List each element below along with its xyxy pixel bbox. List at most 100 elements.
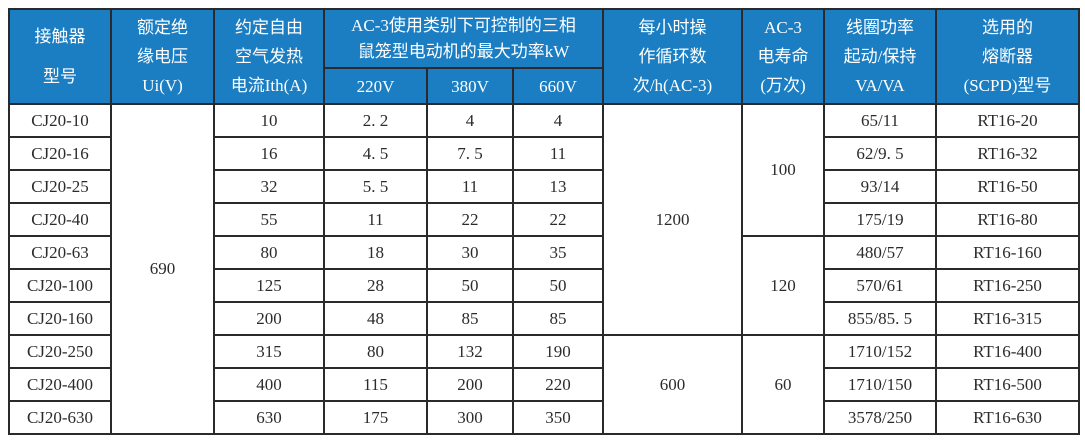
cell-model: CJ20-250 <box>8 334 112 369</box>
header-coil-power: 线圈功率 起动/保持 VA/VA <box>823 8 937 105</box>
cell-model: CJ20-100 <box>8 268 112 303</box>
cell-power-380: 11 <box>426 169 514 204</box>
cell-thermal-current: 125 <box>213 268 325 303</box>
table-row: CJ20-160 200 48 85 85 855/85. 5 RT16-315 <box>8 301 1080 336</box>
cell-model: CJ20-40 <box>8 202 112 237</box>
cell-fuse-type: RT16-400 <box>935 334 1080 369</box>
cell-fuse-type: RT16-500 <box>935 367 1080 402</box>
cell-power-220: 11 <box>323 202 428 237</box>
cell-fuse-type: RT16-20 <box>935 103 1080 138</box>
cell-power-380: 7. 5 <box>426 136 514 171</box>
cell-model: CJ20-400 <box>8 367 112 402</box>
cell-power-660: 350 <box>512 400 604 435</box>
header-ac3-life: AC-3 电寿命 (万次) <box>741 8 825 105</box>
header-fuse-type: 选用的 熔断器 (SCPD)型号 <box>935 8 1080 105</box>
cell-model: CJ20-160 <box>8 301 112 336</box>
cell-ac3-life: 60 <box>741 334 825 435</box>
header-cycles-per-hour: 每小时操 作循环数 次/h(AC-3) <box>602 8 743 105</box>
cell-power-380: 85 <box>426 301 514 336</box>
cell-ac3-life: 100 <box>741 103 825 237</box>
cell-coil-power: 1710/152 <box>823 334 937 369</box>
table-body: CJ20-10 690 10 2. 2 4 4 1200 100 65/11 R… <box>8 103 1080 435</box>
cell-model: CJ20-63 <box>8 235 112 270</box>
cell-power-220: 5. 5 <box>323 169 428 204</box>
header-voltage-660: 660V <box>512 67 604 105</box>
cell-cycles-per-hour: 1200 <box>602 103 743 336</box>
cell-thermal-current: 10 <box>213 103 325 138</box>
table-row: CJ20-40 55 11 22 22 175/19 RT16-80 <box>8 202 1080 237</box>
cell-thermal-current: 630 <box>213 400 325 435</box>
cell-fuse-type: RT16-32 <box>935 136 1080 171</box>
cell-fuse-type: RT16-315 <box>935 301 1080 336</box>
cell-coil-power: 855/85. 5 <box>823 301 937 336</box>
cell-power-660: 11 <box>512 136 604 171</box>
cell-power-660: 35 <box>512 235 604 270</box>
table-row: CJ20-25 32 5. 5 11 13 93/14 RT16-50 <box>8 169 1080 204</box>
header-thermal-current: 约定自由 空气发热 电流Ith(A) <box>213 8 325 105</box>
header-ac3-max-power: AC-3使用类别下可控制的三相 鼠笼型电动机的最大功率kW <box>323 8 604 69</box>
cell-thermal-current: 200 <box>213 301 325 336</box>
cell-thermal-current: 32 <box>213 169 325 204</box>
cell-thermal-current: 315 <box>213 334 325 369</box>
cell-power-660: 220 <box>512 367 604 402</box>
cell-thermal-current: 80 <box>213 235 325 270</box>
cell-rated-insulation-voltage: 690 <box>110 103 215 435</box>
header-contactor-model: 接触器 型号 <box>8 8 112 105</box>
cell-model: CJ20-16 <box>8 136 112 171</box>
cell-power-660: 13 <box>512 169 604 204</box>
cell-power-220: 115 <box>323 367 428 402</box>
table-row: CJ20-10 690 10 2. 2 4 4 1200 100 65/11 R… <box>8 103 1080 435</box>
cell-coil-power: 93/14 <box>823 169 937 204</box>
cell-fuse-type: RT16-250 <box>935 268 1080 303</box>
cell-power-220: 2. 2 <box>323 103 428 138</box>
cell-ac3-life: 120 <box>741 235 825 336</box>
table-row: CJ20-250 315 80 132 190 600 60 1710/152 … <box>8 334 1080 435</box>
cell-power-380: 30 <box>426 235 514 270</box>
cell-thermal-current: 400 <box>213 367 325 402</box>
cell-power-220: 4. 5 <box>323 136 428 171</box>
header-voltage-220: 220V <box>323 67 428 105</box>
table-row: CJ20-16 16 4. 5 7. 5 11 62/9. 5 RT16-32 <box>8 136 1080 171</box>
cell-power-660: 190 <box>512 334 604 369</box>
cell-power-380: 50 <box>426 268 514 303</box>
header-rated-insulation-voltage: 额定绝 缘电压 Ui(V) <box>110 8 215 105</box>
cell-fuse-type: RT16-80 <box>935 202 1080 237</box>
table-row: CJ20-630 630 175 300 350 3578/250 RT16-6… <box>8 400 1080 435</box>
table-row: CJ20-63 80 18 30 35 120 480/57 RT16-160 <box>8 235 1080 336</box>
table-header: 接触器 型号 额定绝 缘电压 Ui(V) 约定自由 空气发热 电流Ith(A) … <box>8 8 1080 105</box>
cell-power-380: 22 <box>426 202 514 237</box>
cell-thermal-current: 16 <box>213 136 325 171</box>
cell-fuse-type: RT16-630 <box>935 400 1080 435</box>
contactor-spec-table: 接触器 型号 额定绝 缘电压 Ui(V) 约定自由 空气发热 电流Ith(A) … <box>8 8 1080 435</box>
cell-power-380: 200 <box>426 367 514 402</box>
cell-power-220: 18 <box>323 235 428 270</box>
cell-coil-power: 3578/250 <box>823 400 937 435</box>
cell-power-660: 85 <box>512 301 604 336</box>
cell-power-220: 48 <box>323 301 428 336</box>
cell-power-380: 300 <box>426 400 514 435</box>
cell-coil-power: 570/61 <box>823 268 937 303</box>
cell-coil-power: 480/57 <box>823 235 937 270</box>
cell-model: CJ20-630 <box>8 400 112 435</box>
cell-coil-power: 62/9. 5 <box>823 136 937 171</box>
cell-coil-power: 1710/150 <box>823 367 937 402</box>
cell-fuse-type: RT16-50 <box>935 169 1080 204</box>
cell-power-220: 175 <box>323 400 428 435</box>
table-row: CJ20-400 400 115 200 220 1710/150 RT16-5… <box>8 367 1080 402</box>
cell-cycles-per-hour: 600 <box>602 334 743 435</box>
cell-coil-power: 65/11 <box>823 103 937 138</box>
cell-power-660: 50 <box>512 268 604 303</box>
cell-power-220: 80 <box>323 334 428 369</box>
cell-model: CJ20-25 <box>8 169 112 204</box>
header-row-voltages: 220V 380V 660V <box>9 67 1079 105</box>
cell-power-220: 28 <box>323 268 428 303</box>
cell-power-660: 22 <box>512 202 604 237</box>
cell-fuse-type: RT16-160 <box>935 235 1080 270</box>
header-voltage-380: 380V <box>426 67 514 105</box>
cell-coil-power: 175/19 <box>823 202 937 237</box>
cell-power-660: 4 <box>512 103 604 138</box>
cell-power-380: 4 <box>426 103 514 138</box>
header-row-main: 接触器 型号 额定绝 缘电压 Ui(V) 约定自由 空气发热 电流Ith(A) … <box>8 8 1080 105</box>
cell-power-380: 132 <box>426 334 514 369</box>
